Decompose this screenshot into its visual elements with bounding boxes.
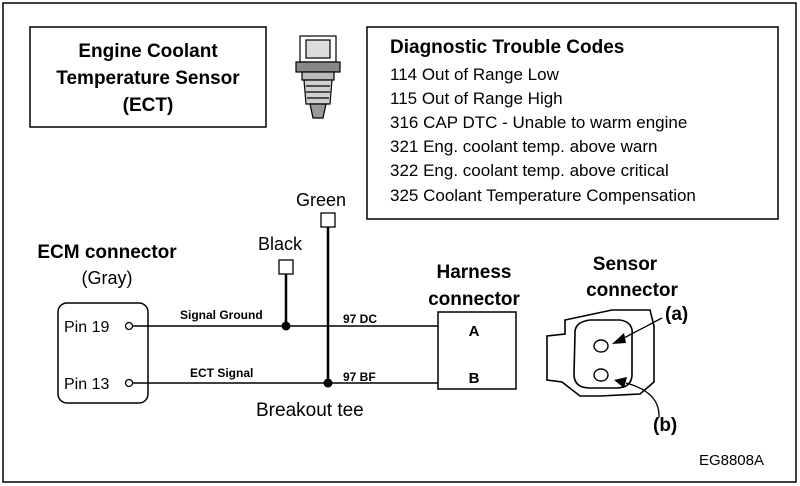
sensor-title-line1: Engine Coolant [78, 41, 218, 62]
dtc-code: 322 Eng. coolant temp. above critical [390, 161, 669, 180]
leader-a [621, 317, 663, 340]
harness-pin-b: B [469, 370, 480, 387]
ecm-pin-13: Pin 13 [64, 376, 109, 393]
dtc-code: 316 CAP DTC - Unable to warm engine [390, 113, 687, 132]
ecm-connector-title: ECM connector [37, 242, 177, 263]
harness-title-line1: Harness [437, 262, 512, 283]
pin-19-terminal [124, 321, 134, 331]
circuit-97dc-label: 97 DC [343, 312, 377, 326]
ect-signal-label: ECT Signal [190, 366, 253, 380]
dtc-box [366, 26, 779, 220]
harness-connector-body [437, 311, 517, 390]
sensor-title-line2: Temperature Sensor [56, 68, 240, 89]
sensor-title-line3: (ECT) [123, 95, 174, 116]
dtc-code: 114 Out of Range Low [390, 65, 560, 84]
figure-id: EG8808A [699, 452, 764, 469]
signal-ground-label: Signal Ground [180, 308, 263, 322]
sensor-connector-title-line1: Sensor [593, 254, 658, 275]
ecm-connector-body [57, 302, 149, 404]
green-lead-junction [323, 378, 333, 388]
dtc-code: 325 Coolant Temperature Compensation [390, 186, 696, 205]
sensor-label-b: (b) [653, 415, 677, 436]
sensor-connector-face [546, 309, 655, 397]
sensor-pin-b [593, 368, 609, 382]
dtc-code: 321 Eng. coolant temp. above warn [390, 137, 657, 156]
breakout-tee-label: Breakout tee [256, 400, 364, 421]
arrow-b-icon [614, 377, 627, 388]
sensor-pin-a [593, 339, 609, 353]
black-lead-label: Black [258, 234, 303, 254]
sensor-connector-title-line2: connector [586, 280, 678, 301]
black-lead-terminal [278, 259, 294, 275]
ecm-pin-19: Pin 19 [64, 319, 109, 336]
circuit-97bf-label: 97 BF [343, 370, 376, 384]
black-lead-junction [281, 321, 291, 331]
dtc-title: Diagnostic Trouble Codes [390, 37, 624, 58]
harness-pin-a: A [469, 323, 480, 340]
dtc-code: 115 Out of Range High [390, 89, 563, 108]
pin-13-terminal [124, 378, 134, 388]
sensor-title-box [29, 26, 267, 128]
ect-sensor-icon [295, 35, 341, 119]
harness-title-line2: connector [428, 289, 520, 310]
green-lead-terminal [320, 212, 336, 228]
arrow-a-icon [612, 333, 626, 344]
sensor-label-a: (a) [665, 304, 688, 325]
green-lead-label: Green [296, 190, 346, 210]
ecm-connector-subtitle: (Gray) [82, 268, 133, 288]
leader-b [625, 382, 660, 418]
